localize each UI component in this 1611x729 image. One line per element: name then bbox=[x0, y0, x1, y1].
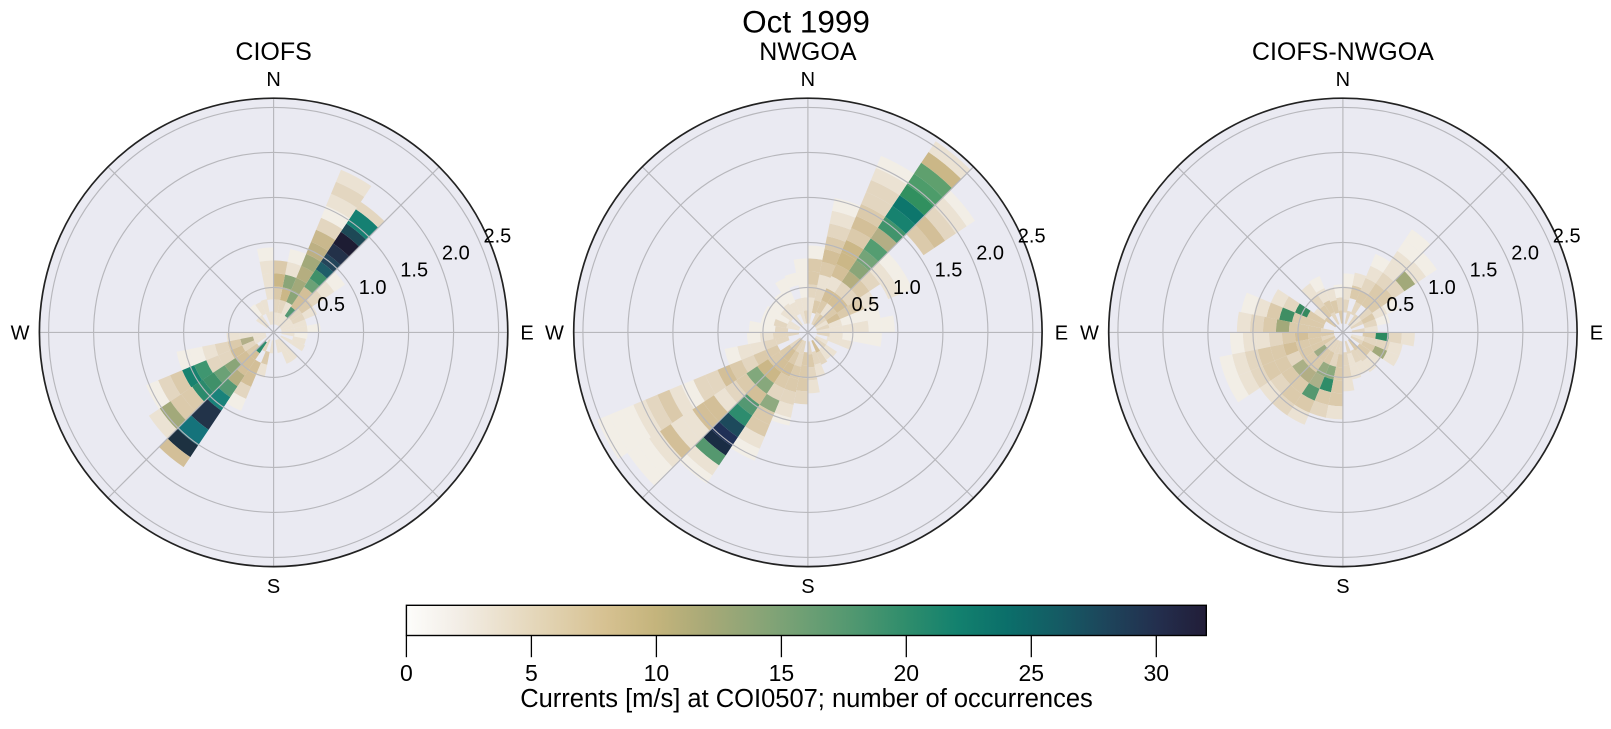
svg-text:1.0: 1.0 bbox=[359, 277, 387, 299]
svg-text:0.5: 0.5 bbox=[1387, 294, 1415, 316]
svg-text:1.0: 1.0 bbox=[893, 277, 921, 299]
svg-text:2.0: 2.0 bbox=[976, 243, 1004, 265]
svg-text:Currents [m/s] at COI0507; num: Currents [m/s] at COI0507; number of occ… bbox=[520, 685, 1093, 713]
svg-text:NWGOA: NWGOA bbox=[759, 38, 857, 66]
svg-text:20: 20 bbox=[894, 660, 920, 686]
svg-text:W: W bbox=[545, 322, 564, 344]
svg-text:E: E bbox=[1590, 322, 1603, 344]
svg-text:S: S bbox=[267, 576, 280, 598]
svg-text:2.5: 2.5 bbox=[1018, 225, 1046, 247]
svg-text:E: E bbox=[1055, 322, 1068, 344]
svg-text:CIOFS: CIOFS bbox=[235, 38, 311, 66]
svg-text:2.0: 2.0 bbox=[1511, 243, 1539, 265]
svg-text:15: 15 bbox=[769, 660, 795, 686]
svg-text:30: 30 bbox=[1144, 660, 1170, 686]
svg-text:1.5: 1.5 bbox=[1470, 260, 1498, 282]
svg-text:2.0: 2.0 bbox=[442, 243, 470, 265]
svg-text:2.5: 2.5 bbox=[484, 225, 512, 247]
svg-text:0.5: 0.5 bbox=[317, 294, 345, 316]
svg-text:W: W bbox=[11, 322, 30, 344]
svg-text:S: S bbox=[1336, 576, 1349, 598]
svg-text:1.5: 1.5 bbox=[400, 260, 428, 282]
svg-text:W: W bbox=[1080, 322, 1099, 344]
svg-text:1.5: 1.5 bbox=[935, 260, 963, 282]
svg-text:S: S bbox=[801, 576, 814, 598]
svg-text:CIOFS-NWGOA: CIOFS-NWGOA bbox=[1252, 38, 1434, 66]
svg-text:1.0: 1.0 bbox=[1428, 277, 1456, 299]
svg-text:2.5: 2.5 bbox=[1553, 225, 1581, 247]
svg-text:E: E bbox=[520, 322, 533, 344]
svg-text:25: 25 bbox=[1019, 660, 1045, 686]
svg-text:0: 0 bbox=[400, 660, 413, 686]
svg-text:10: 10 bbox=[644, 660, 670, 686]
svg-text:N: N bbox=[1336, 69, 1350, 91]
svg-text:N: N bbox=[266, 69, 280, 91]
svg-text:0.5: 0.5 bbox=[852, 294, 880, 316]
svg-text:Oct 1999: Oct 1999 bbox=[742, 4, 870, 40]
svg-text:N: N bbox=[801, 69, 815, 91]
svg-text:5: 5 bbox=[525, 660, 538, 686]
